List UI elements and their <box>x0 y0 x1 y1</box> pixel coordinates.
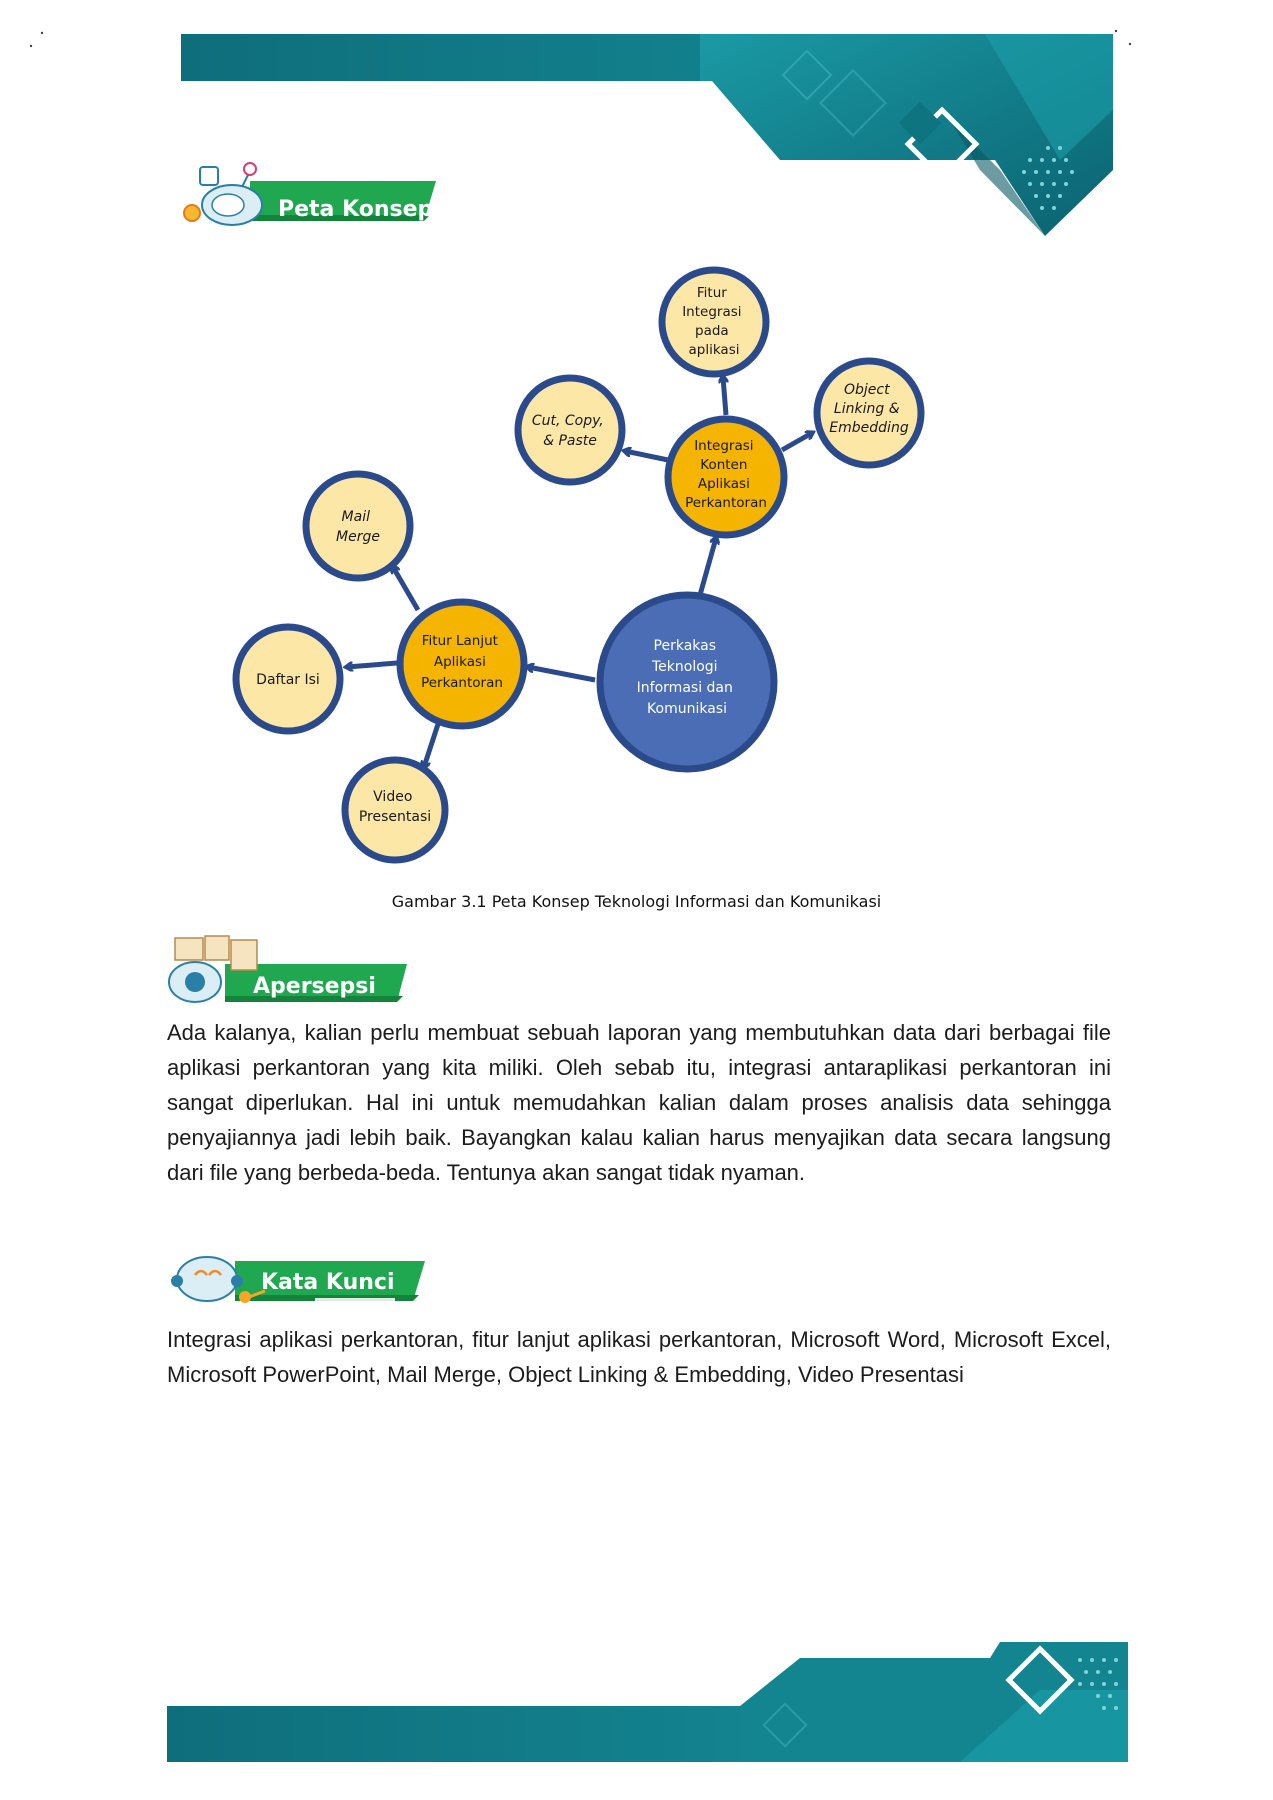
top-branch-line: Konten <box>700 457 747 473</box>
top-branch-node: Integrasi Konten Aplikasi Perkantoran <box>664 415 788 539</box>
center-node-line: Komunikasi <box>647 701 727 717</box>
top-branch-line: Integrasi <box>694 438 753 454</box>
left-branch-line: Fitur Lanjut <box>422 633 498 649</box>
top-branch-line: Perkantoran <box>685 495 767 511</box>
arrow-top-to-cut-copy <box>625 451 669 463</box>
leaf-line: Integrasi <box>682 304 741 320</box>
leaf-node-fitur-integrasi: Fitur Integrasi pada aplikasi <box>658 266 770 378</box>
leaf-line: Linking & <box>834 401 900 417</box>
keywords-section-header: Kata Kunci <box>165 1250 435 1304</box>
leaf-line: Embedding <box>829 420 909 436</box>
leaf-line: Daftar Isi <box>256 672 320 688</box>
leaf-line: aplikasi <box>689 342 740 358</box>
leaf-line: Mail <box>342 509 371 525</box>
figure-caption: Gambar 3.1 Peta Konsep Teknologi Informa… <box>391 892 882 911</box>
leaf-node-object-linking: Object Linking & Embedding <box>813 357 925 469</box>
arrow-center-to-top-branch <box>697 538 716 596</box>
arrow-left-to-mail-merge <box>393 567 421 612</box>
center-node-line: Perkakas <box>654 638 717 654</box>
keywords-badge-icon <box>171 1256 425 1303</box>
concept-map-title-underline <box>330 225 410 228</box>
leaf-node-daftar-isi: Daftar Isi <box>232 623 344 735</box>
leaf-node-mail-merge: Mail Merge <box>302 470 414 582</box>
arrow-left-to-video <box>424 717 443 767</box>
concept-map-section-header: Peta Konsep <box>180 162 440 228</box>
concept-map-title: Peta Konsep <box>278 197 434 222</box>
concept-map-diagram: Perkakas Teknologi Informasi dan Komunik… <box>232 266 925 864</box>
keywords-paragraph: Integrasi aplikasi perkantoran, fitur la… <box>167 1327 1111 1387</box>
leaf-line: Object <box>844 382 890 398</box>
arrow-top-to-object-linking <box>780 433 812 453</box>
svg-text:Fitur Integrasi: Fitur Integrasi pada aplikasi <box>682 285 746 358</box>
top-branch-line: Aplikasi <box>698 476 750 492</box>
keywords-title-underline <box>315 1298 395 1301</box>
leaf-line: Cut, Copy, <box>532 413 604 429</box>
center-node-line: Teknologi <box>651 659 718 675</box>
apperception-badge-icon <box>168 935 407 1003</box>
arrow-left-to-daftar-isi <box>347 660 398 667</box>
arrow-top-to-fitur-integrasi <box>723 377 729 416</box>
leaf-node-cut-copy-paste: Cut, Copy, & Paste <box>514 374 626 486</box>
left-branch-line: Aplikasi <box>434 654 486 670</box>
leaf-line: & Paste <box>543 433 597 449</box>
apperception-title-underline <box>305 1002 385 1005</box>
apperception-paragraph: Ada kalanya, kalian perlu membuat sebuah… <box>167 1020 1111 1185</box>
leaf-line: Video <box>373 789 412 805</box>
bottom-banner <box>167 1642 1128 1762</box>
center-node-line: Informasi dan <box>637 680 733 696</box>
apperception-title: Apersepsi <box>253 974 376 999</box>
svg-text:Cut, Copy, & Paste: Cut, Copy, & Paste <box>532 413 608 449</box>
leaf-line: Merge <box>336 529 380 545</box>
concept-map-badge-icon <box>183 162 436 226</box>
top-banner <box>29 29 1132 236</box>
svg-text:Daftar Isi: Daftar Isi <box>256 672 320 688</box>
arrow-center-to-left-branch <box>528 667 596 683</box>
svg-text:Mail Merge: Mail Merge <box>336 509 380 545</box>
keywords-title: Kata Kunci <box>261 1270 395 1295</box>
svg-text:Video Presentasi: Video Presentasi <box>359 789 431 825</box>
leaf-line: pada <box>695 323 729 339</box>
svg-text:Object Linking &: Object Linking & Embedding <box>829 382 909 436</box>
svg-text:Integrasi Konten: Integrasi Konten Aplikasi Perkantoran <box>685 438 767 511</box>
left-branch-node: Fitur Lanjut Aplikasi Perkantoran <box>396 598 528 730</box>
svg-text:Perkakas Teknologi: Perkakas Teknologi Informasi dan Komunik… <box>637 638 738 717</box>
center-node: Perkakas Teknologi Informasi dan Komunik… <box>596 591 778 773</box>
svg-text:Fitur Lanjut Aplikasi: Fitur Lanjut Aplikasi Perkantoran <box>421 633 503 691</box>
leaf-node-video-presentasi: Video Presentasi <box>341 756 449 864</box>
left-branch-line: Perkantoran <box>421 675 503 691</box>
apperception-section-header: Apersepsi <box>165 935 415 1005</box>
leaf-line: Presentasi <box>359 809 431 825</box>
leaf-line: Fitur <box>697 285 727 301</box>
